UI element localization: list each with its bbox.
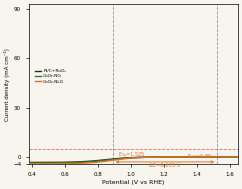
- Pt/C+RuO₂: [119, 157, 122, 159]
- Pt/C+RuO₂: [112, 158, 115, 160]
- Y-axis label: Current density (mA cm⁻²): Current density (mA cm⁻²): [4, 48, 10, 121]
- Pt/C+RuO₂: [190, 156, 193, 158]
- Line: CoOr-NLG: CoOr-NLG: [29, 157, 238, 164]
- CoOr-NLG: [236, 156, 239, 158]
- Line: Pt/C+RuO₂: Pt/C+RuO₂: [29, 157, 238, 162]
- CoOr-NG: [112, 158, 115, 160]
- CoOr-NG: [119, 157, 122, 160]
- CoOr-NG: [190, 156, 193, 158]
- Line: CoOr-NG: CoOr-NG: [29, 157, 238, 163]
- Legend: Pt/C+RuO₂, CoOr-NG, CoOr-NLG: Pt/C+RuO₂, CoOr-NG, CoOr-NLG: [33, 67, 68, 85]
- CoOr-NLG: [190, 156, 193, 158]
- CoOr-NLG: [194, 156, 197, 158]
- Pt/C+RuO₂: [171, 156, 174, 158]
- Text: E$_{1p}$=1.525: E$_{1p}$=1.525: [118, 151, 145, 161]
- Pt/C+RuO₂: [27, 161, 30, 163]
- CoOr-NLG: [112, 159, 115, 161]
- Pt/C+RuO₂: [194, 156, 197, 158]
- CoOr-NG: [194, 156, 197, 158]
- CoOr-NLG: [119, 158, 122, 160]
- Text: E$_{1/2}$=0.89: E$_{1/2}$=0.89: [187, 153, 212, 161]
- CoOr-NG: [171, 156, 174, 158]
- CoOr-NG: [236, 156, 239, 158]
- Pt/C+RuO₂: [236, 156, 239, 158]
- X-axis label: Potential (V vs RHE): Potential (V vs RHE): [102, 180, 165, 185]
- Text: ΔE=0.635 V: ΔE=0.635 V: [149, 163, 181, 168]
- CoOr-NLG: [27, 163, 30, 165]
- CoOr-NLG: [171, 156, 174, 158]
- CoOr-NG: [27, 162, 30, 164]
- CoOr-NLG: [49, 163, 52, 165]
- CoOr-NG: [49, 162, 52, 164]
- Pt/C+RuO₂: [49, 161, 52, 163]
